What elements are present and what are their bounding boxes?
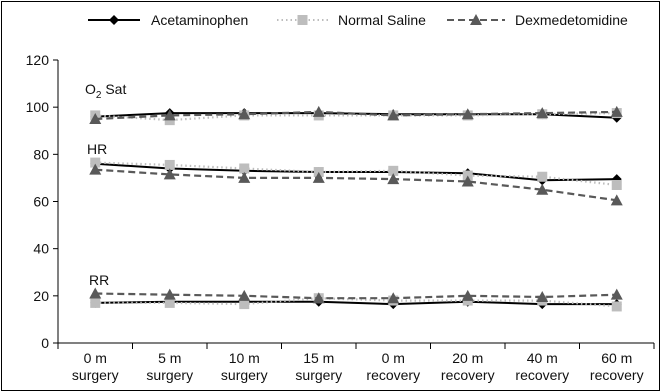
x-tick-label: 0 m surgery bbox=[72, 350, 119, 383]
series-dexmedetomidine bbox=[89, 105, 623, 304]
data-point-hr bbox=[536, 183, 549, 195]
series-line-hr bbox=[95, 162, 617, 182]
data-point-hr bbox=[611, 179, 622, 190]
annotation-layer: O2 Sat HR RR bbox=[85, 81, 126, 288]
y-tick-label: 120 bbox=[26, 52, 50, 68]
legend-marker bbox=[297, 15, 308, 25]
data-point-o2sat bbox=[536, 107, 549, 119]
legend-label: Acetaminophen bbox=[151, 12, 248, 28]
data-point-rr bbox=[238, 289, 251, 301]
data-point-rr bbox=[163, 288, 176, 300]
series-normal-saline bbox=[90, 108, 622, 312]
data-point-hr bbox=[387, 173, 400, 185]
data-point-rr bbox=[387, 292, 400, 304]
data-point-hr bbox=[239, 163, 250, 174]
data-point-hr bbox=[388, 165, 399, 176]
y-tick-label: 100 bbox=[26, 99, 50, 115]
series-line-rr bbox=[95, 297, 617, 308]
data-point-hr bbox=[164, 159, 175, 170]
x-tick-label: 60 m recovery bbox=[590, 350, 644, 383]
x-tick-label: 40 m recovery bbox=[515, 350, 569, 383]
data-point-rr bbox=[611, 301, 622, 312]
data-point-rr bbox=[610, 288, 623, 300]
data-point-o2sat bbox=[387, 109, 400, 121]
data-point-hr bbox=[163, 168, 176, 180]
data-point-o2sat bbox=[461, 108, 474, 120]
data-point-rr bbox=[164, 297, 175, 308]
y-tick-label: 40 bbox=[33, 241, 49, 257]
legend-marker bbox=[470, 14, 482, 25]
data-point-o2sat bbox=[312, 105, 325, 117]
legend-label: Dexmedetomidine bbox=[515, 12, 628, 28]
x-tick-label: 15 m surgery bbox=[295, 350, 342, 383]
legend-item-normal-saline: Normal Saline bbox=[277, 12, 426, 28]
data-point-o2sat bbox=[238, 108, 251, 120]
data-point-hr bbox=[537, 171, 548, 182]
series-acetaminophen bbox=[90, 108, 622, 310]
x-tick-label: 10 m surgery bbox=[221, 350, 268, 383]
legend: Acetaminophen Normal Saline Dexmedetomidin… bbox=[88, 12, 628, 28]
series-line-hr bbox=[95, 161, 617, 187]
series-line-o2sat bbox=[95, 110, 617, 121]
y-tick-label: 0 bbox=[41, 335, 49, 351]
data-point-rr bbox=[89, 287, 102, 299]
legend-item-dexmedetomidine: Dexmedetomidine bbox=[447, 12, 628, 28]
legend-marker bbox=[109, 15, 119, 25]
data-point-hr bbox=[312, 171, 325, 183]
series-layer bbox=[89, 105, 623, 312]
data-point-o2sat bbox=[610, 105, 623, 117]
data-point-hr bbox=[89, 163, 102, 175]
annotation-o2-sat: O2 Sat bbox=[85, 81, 126, 101]
series-line-rr bbox=[95, 292, 617, 300]
data-point-hr bbox=[610, 194, 623, 206]
data-point-rr bbox=[536, 291, 549, 303]
y-tick-label: 80 bbox=[33, 146, 49, 162]
x-tick-label: 0 m recovery bbox=[366, 350, 420, 383]
data-point-rr bbox=[239, 299, 250, 310]
data-point-rr bbox=[90, 297, 101, 308]
legend-label: Normal Saline bbox=[338, 12, 426, 28]
data-point-hr bbox=[90, 157, 101, 168]
legend-item-acetaminophen: Acetaminophen bbox=[88, 12, 248, 28]
data-point-rr bbox=[312, 292, 325, 304]
x-tick-label: 5 m surgery bbox=[146, 350, 193, 383]
data-point-hr bbox=[238, 171, 251, 183]
data-point-rr bbox=[461, 289, 474, 301]
annotation-rr: RR bbox=[89, 272, 109, 288]
data-point-hr bbox=[461, 175, 474, 187]
data-point-o2sat bbox=[89, 112, 102, 124]
series-line-hr bbox=[95, 168, 617, 202]
x-tick-label: 20 m recovery bbox=[441, 350, 495, 383]
annotation-hr: HR bbox=[87, 141, 107, 157]
y-tick-label: 60 bbox=[33, 194, 49, 210]
data-point-o2sat bbox=[163, 109, 176, 121]
series-line-o2sat bbox=[95, 112, 617, 122]
y-tick-label: 20 bbox=[33, 288, 49, 304]
series-line-rr bbox=[95, 300, 617, 306]
